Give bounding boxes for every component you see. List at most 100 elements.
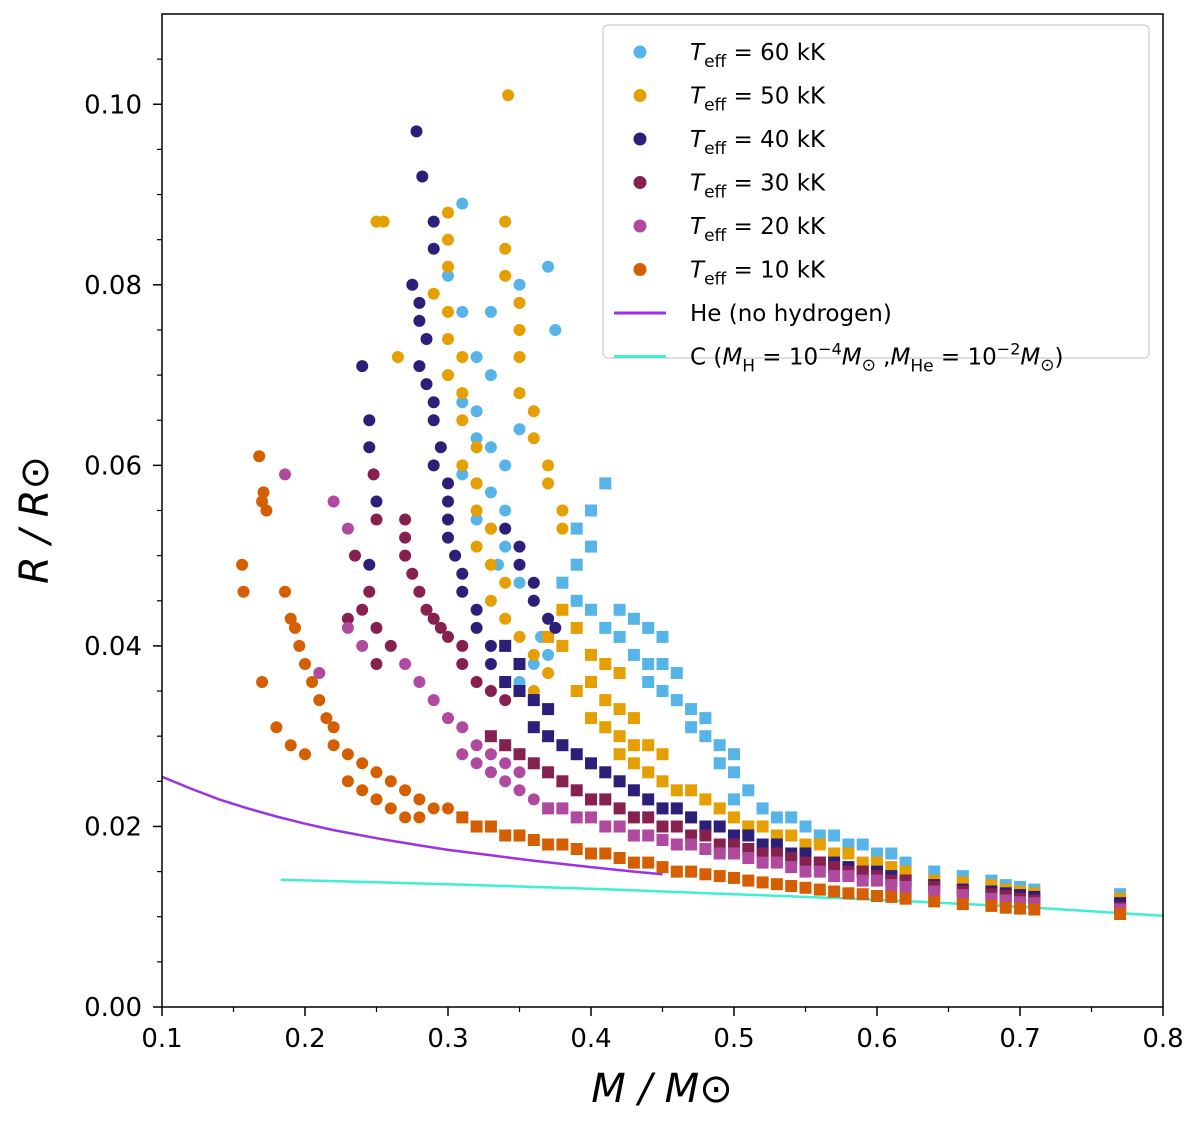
data-point-circle [484,441,497,454]
data-point-circle [542,459,555,472]
data-point-circle [284,739,297,752]
x-tick-label: 0.1 [141,1024,182,1054]
data-point-square [685,703,698,716]
data-point-circle [470,351,483,363]
data-point-circle [356,360,369,373]
data-point-square [585,793,597,806]
data-point-square [613,730,626,743]
data-point-square [642,856,655,869]
data-point-square [542,630,555,643]
data-point-circle [442,305,454,318]
y-tick-label: 0.02 [84,812,142,842]
data-point-circle [341,522,354,535]
data-point-square [785,852,798,864]
data-point-square [656,775,669,788]
data-point-circle [279,468,291,481]
data-point-square [585,603,597,616]
data-point-square [656,834,669,846]
data-point-square [885,847,898,860]
data-point-square [756,802,769,815]
data-point-circle [470,513,483,526]
data-point-circle [484,685,497,697]
data-point-circle [549,621,562,634]
data-point-circle [257,486,270,499]
data-point-circle [499,459,512,472]
data-point-square [699,793,712,806]
data-point-square [871,874,883,887]
data-point-square [570,748,583,761]
data-point-square [742,874,755,887]
data-point-circle [306,676,319,688]
data-point-circle [356,784,369,797]
data-point-circle [427,287,440,300]
data-point-square [656,658,669,670]
data-point-square [570,594,583,607]
data-point-square [928,895,941,908]
data-point-circle [427,802,440,815]
data-point-square [856,838,869,851]
data-point-square [627,829,640,842]
data-point-square [756,820,769,833]
legend-label: Teff = 60 kK [690,40,826,72]
data-point-square [556,639,569,652]
data-point-circle [499,576,512,589]
x-tick-label: 0.4 [570,1024,611,1054]
y-tick-label: 0.04 [84,632,142,662]
data-point-square [570,685,583,697]
data-point-square [856,874,869,887]
data-point-circle [484,486,497,499]
data-point-square [956,898,969,911]
data-point-square [542,730,555,743]
data-point-circle [470,757,483,770]
legend-marker [633,263,647,276]
data-point-circle [341,775,354,788]
data-point-circle [236,558,249,571]
data-point-circle [542,260,555,273]
data-point-circle [256,495,269,508]
x-tick-label: 0.2 [284,1024,325,1054]
data-point-square [770,856,783,869]
data-point-circle [449,549,462,562]
data-point-square [613,603,626,616]
data-point-circle [363,558,376,571]
legend-marker [633,219,647,233]
data-point-circle [499,694,512,707]
data-point-circle [420,333,433,345]
data-point-circle [327,739,340,752]
data-point-square [556,775,569,788]
data-point-square [799,820,812,833]
data-point-square [842,847,855,860]
data-point-square [513,685,526,697]
data-point-circle [470,739,483,752]
data-point-square [670,865,683,878]
data-point-circle [293,639,306,652]
data-point-circle [456,414,469,427]
data-point-circle [356,757,369,770]
legend-entry: Teff = 30 kK [633,171,826,203]
data-point-circle [399,531,412,544]
data-point-circle [499,215,512,228]
data-point-square [813,838,826,851]
data-point-circle [513,296,526,309]
data-point-circle [399,784,412,797]
data-point-square [499,829,512,842]
data-point-square [585,676,597,688]
data-point-circle [406,278,419,291]
data-point-square [656,685,669,697]
data-point-circle [456,658,469,670]
data-point-square [613,667,626,679]
data-point-square [613,703,626,716]
data-point-square [527,694,540,707]
data-point-square [656,748,669,761]
data-point-square [871,847,883,860]
data-point-square [599,766,612,779]
data-point-square [713,847,726,860]
data-point-square [799,881,812,894]
data-point-circle [470,621,483,634]
data-point-circle [327,721,340,734]
data-point-square [470,820,483,833]
data-point-circle [442,269,454,282]
data-point-square [542,802,555,815]
data-point-square [828,870,841,883]
